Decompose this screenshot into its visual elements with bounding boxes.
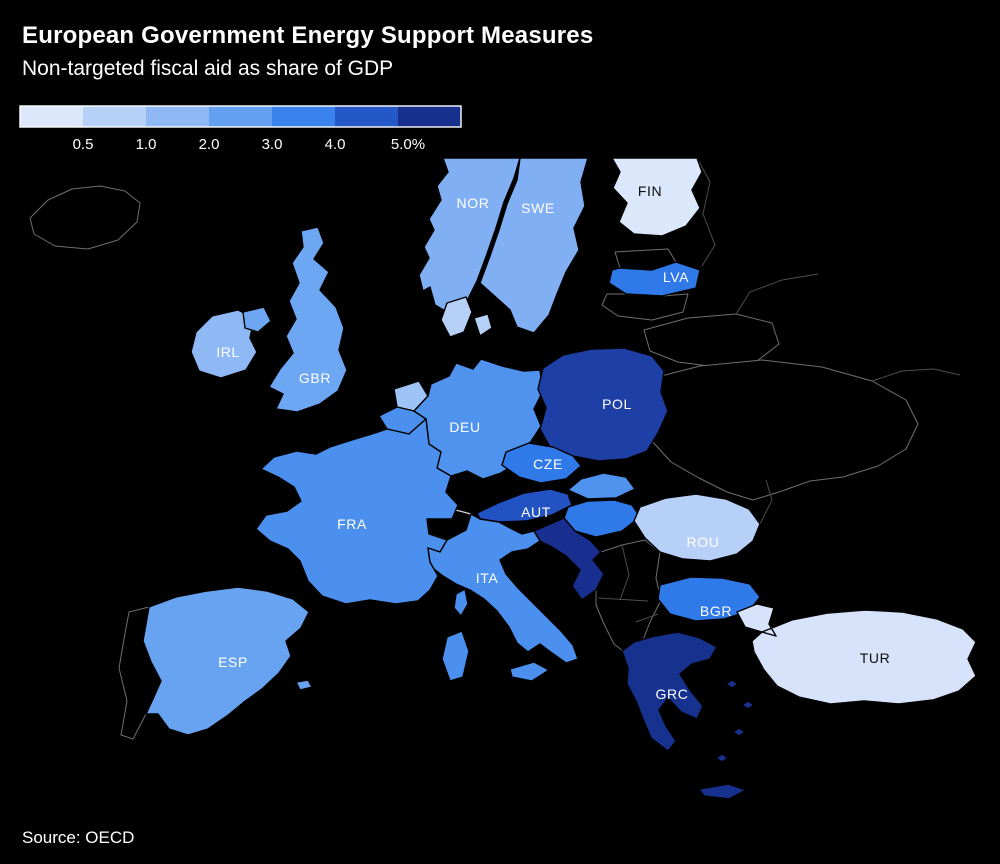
legend-swatch <box>209 106 272 127</box>
country-united-kingdom <box>242 226 348 413</box>
country-greece <box>621 631 755 800</box>
country-slovakia <box>567 472 636 500</box>
border-balkans-internal-2 <box>597 597 649 602</box>
map-data-countries <box>142 157 977 800</box>
country-romania <box>633 493 761 562</box>
country-label-esp: ESP <box>218 654 248 670</box>
country-label-aut: AUT <box>521 504 551 520</box>
country-france <box>255 418 469 617</box>
border-russia-ukraine <box>871 368 961 382</box>
country-label-ita: ITA <box>476 570 499 586</box>
country-lithuania <box>601 293 689 321</box>
country-norway <box>418 157 521 315</box>
country-denmark <box>440 296 493 338</box>
country-belarus <box>643 313 780 368</box>
country-label-irl: IRL <box>216 344 240 360</box>
country-label-cze: CZE <box>533 456 563 472</box>
country-label-fin: FIN <box>638 183 662 199</box>
legend-swatch <box>398 106 461 127</box>
map-no-data-countries <box>29 185 919 740</box>
legend-swatch <box>20 106 83 127</box>
country-slovenia-croatia <box>533 517 605 601</box>
europe-map: NOR SWE FIN LVA IRL GBR POL DEU CZE FRA … <box>29 157 977 800</box>
chart-header: European Government Energy Support Measu… <box>22 22 593 81</box>
legend-outline <box>19 105 462 128</box>
country-turkey <box>736 603 977 705</box>
country-label-lva: LVA <box>663 269 689 285</box>
legend-tick: 4.0 <box>325 136 346 153</box>
country-label-nor: NOR <box>457 195 490 211</box>
border-balkans-internal-3 <box>635 613 659 623</box>
legend-tick: 5.0% <box>391 136 425 153</box>
country-ukraine <box>630 359 919 501</box>
legend-swatch <box>335 106 398 127</box>
legend-colorbar: 0.5 1.0 2.0 3.0 4.0 5.0% <box>19 105 462 153</box>
legend-swatch <box>146 106 209 127</box>
country-label-fra: FRA <box>337 516 367 532</box>
legend-ticks: 0.5 1.0 2.0 3.0 4.0 5.0% <box>73 136 426 153</box>
chart-title: European Government Energy Support Measu… <box>22 22 594 49</box>
legend-tick: 3.0 <box>262 136 283 153</box>
border-moldova <box>759 479 773 525</box>
country-label-pol: POL <box>602 396 632 412</box>
legend-swatches <box>19 105 462 128</box>
country-label-deu: DEU <box>449 419 480 435</box>
source-note: Source: OECD <box>22 828 135 847</box>
legend-swatch <box>272 106 335 127</box>
country-spain <box>142 586 313 736</box>
country-label-grc: GRC <box>656 686 689 702</box>
country-bulgaria <box>657 576 761 622</box>
country-sweden <box>479 157 589 334</box>
legend-swatch <box>83 106 146 127</box>
border-russia-finland <box>696 157 716 267</box>
country-label-bgr: BGR <box>700 603 732 619</box>
legend-tick: 1.0 <box>136 136 157 153</box>
country-ireland <box>190 309 258 379</box>
country-iceland <box>29 185 141 250</box>
country-finland <box>611 157 703 237</box>
country-label-gbr: GBR <box>299 370 331 386</box>
legend-tick: 2.0 <box>199 136 220 153</box>
chart-subtitle: Non-targeted fiscal aid as share of GDP <box>22 57 394 80</box>
border-russia-belarus <box>735 273 819 315</box>
map-faint-borders <box>597 157 961 623</box>
country-latvia <box>608 261 701 297</box>
country-label-swe: SWE <box>521 200 555 216</box>
country-label-rou: ROU <box>687 534 720 550</box>
country-poland <box>537 347 669 462</box>
country-label-tur: TUR <box>860 650 891 666</box>
country-czechia <box>501 442 582 484</box>
map-labels: NOR SWE FIN LVA IRL GBR POL DEU CZE FRA … <box>216 183 891 702</box>
country-italy <box>427 513 579 682</box>
border-balkans-internal-1 <box>619 544 630 601</box>
legend-tick: 0.5 <box>73 136 94 153</box>
